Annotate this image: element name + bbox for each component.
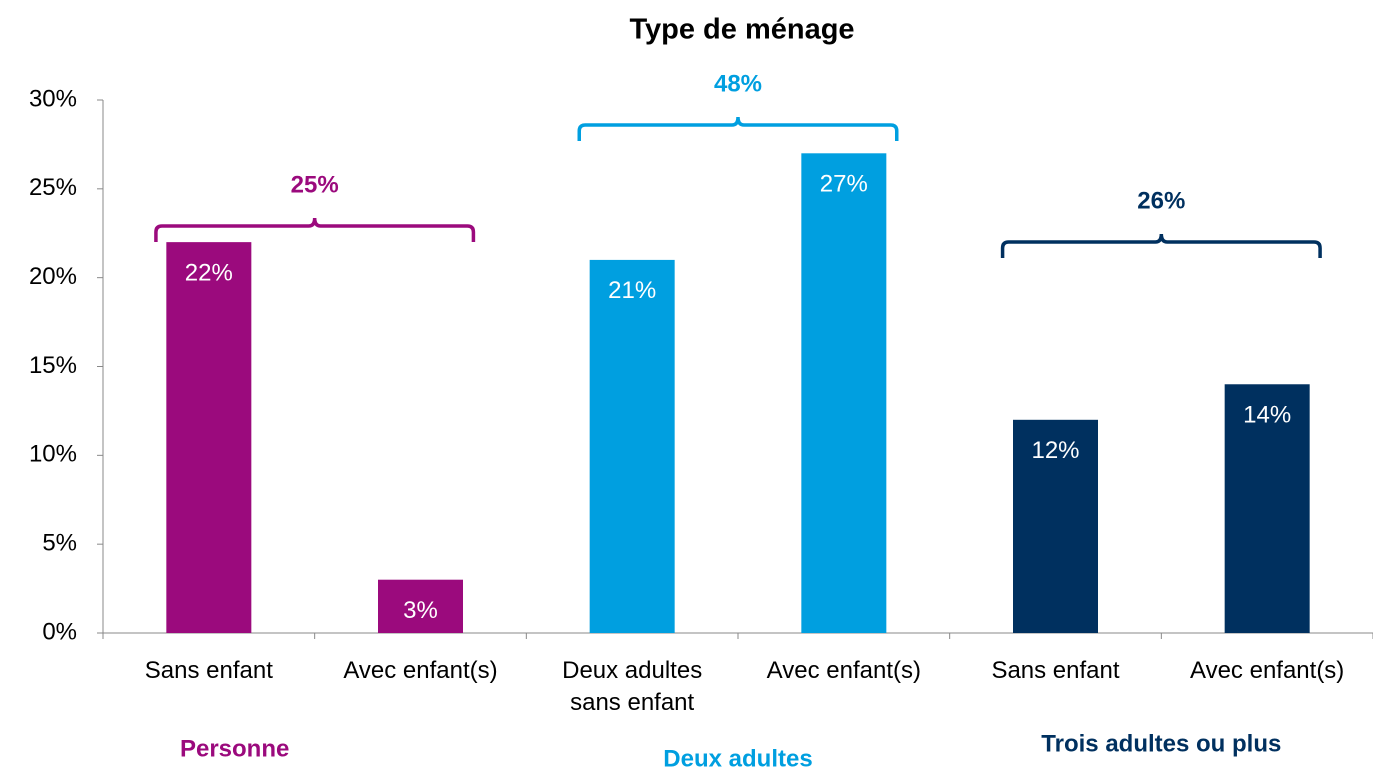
y-tick-label: 0% xyxy=(42,618,77,645)
y-tick-label: 25% xyxy=(29,174,77,201)
y-tick-label: 15% xyxy=(29,352,77,379)
x-tick-label: Avec enfant(s) xyxy=(1190,657,1345,684)
chart-title: Type de ménage xyxy=(629,14,854,46)
bar xyxy=(166,242,252,633)
group-total-label: 25% xyxy=(291,171,339,198)
group-total-label: 48% xyxy=(714,70,762,97)
value-label: 14% xyxy=(1243,402,1291,429)
y-tick-label: 5% xyxy=(42,530,77,557)
bar xyxy=(589,259,675,633)
x-tick-label: Deux adultes sans enfant xyxy=(562,657,703,716)
bar xyxy=(1013,419,1098,633)
group-bracket xyxy=(577,116,899,141)
x-tick-label: Sans enfant xyxy=(144,657,273,684)
y-tick-label: 30% xyxy=(29,85,77,112)
group-bracket xyxy=(1000,233,1322,258)
y-tick-label: 10% xyxy=(29,441,77,468)
bar xyxy=(378,579,463,633)
group-name: Deux adultes xyxy=(663,745,812,772)
x-tick-label: Sans enfant xyxy=(991,657,1120,684)
value-label: 27% xyxy=(820,171,868,198)
value-label: 21% xyxy=(608,277,656,304)
group-bracket xyxy=(154,217,476,242)
value-label: 3% xyxy=(403,597,438,624)
value-label: 22% xyxy=(185,259,233,286)
group-total-label: 26% xyxy=(1137,187,1185,214)
group-name: Trois adultes ou plus xyxy=(1041,730,1281,757)
x-tick-label: Avec enfant(s) xyxy=(343,657,498,684)
y-tick-label: 20% xyxy=(29,263,77,290)
x-tick-label: Avec enfant(s) xyxy=(766,657,921,684)
bar xyxy=(801,153,887,634)
group-name: Personne xyxy=(180,735,289,762)
value-label: 12% xyxy=(1031,437,1079,464)
bar xyxy=(1224,384,1310,633)
